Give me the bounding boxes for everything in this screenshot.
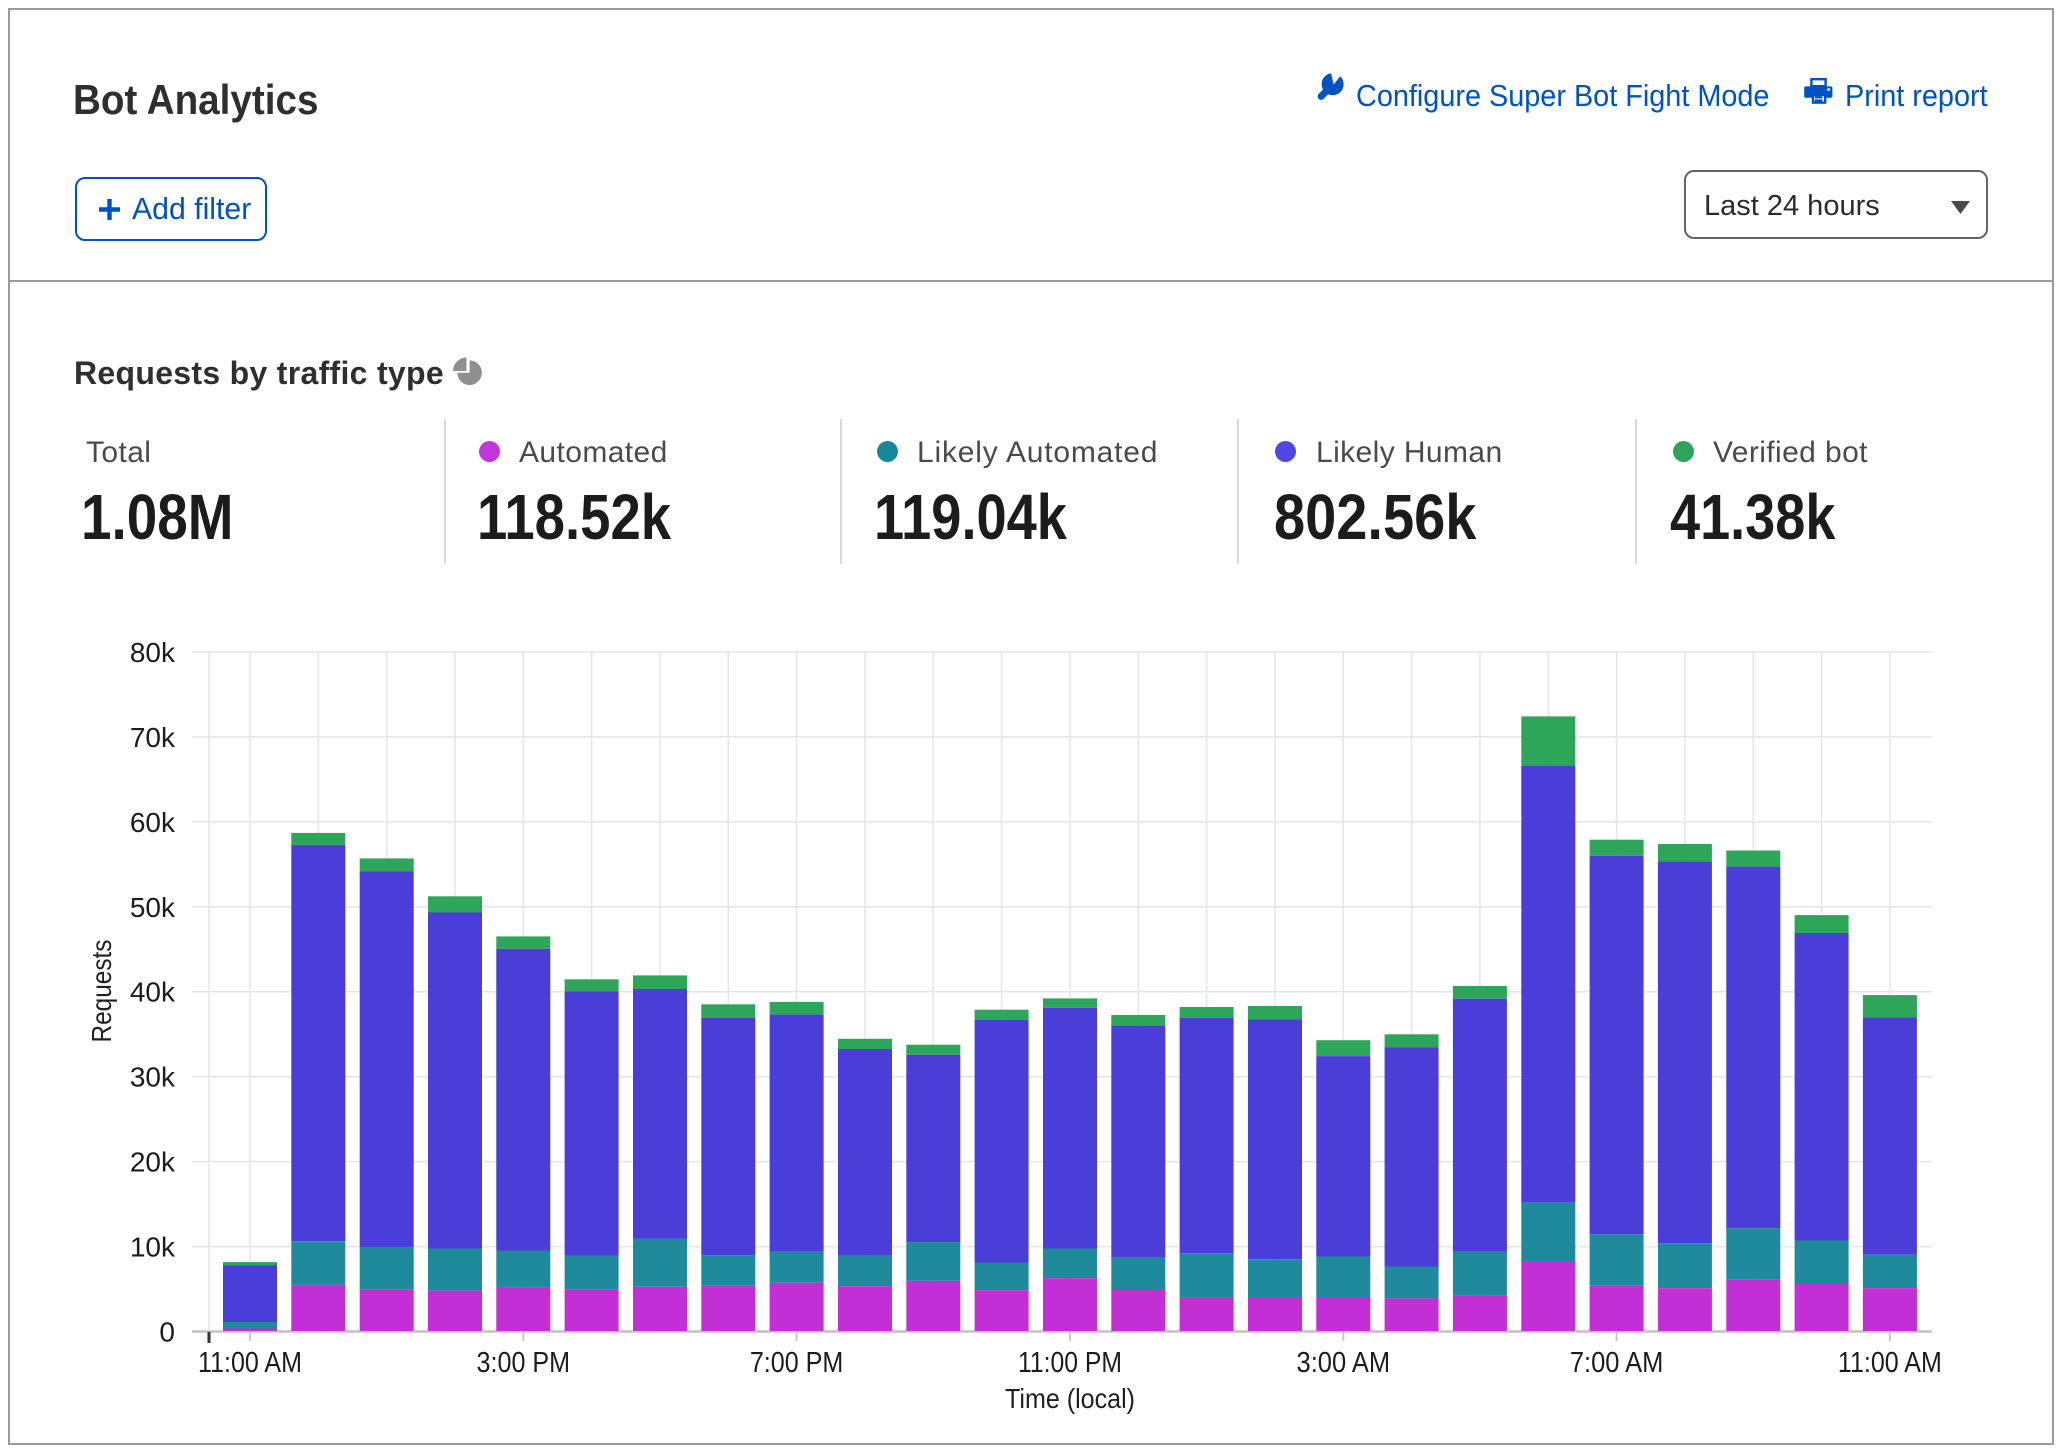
svg-text:0: 0	[159, 1317, 175, 1348]
svg-text:80k: 80k	[130, 637, 176, 668]
svg-text:30k: 30k	[130, 1062, 176, 1093]
svg-text:50k: 50k	[130, 892, 176, 923]
svg-text:60k: 60k	[130, 807, 176, 838]
svg-text:Requests: Requests	[86, 940, 117, 1043]
svg-text:11:00 PM: 11:00 PM	[1018, 1347, 1122, 1379]
svg-text:70k: 70k	[130, 722, 176, 753]
svg-text:10k: 10k	[130, 1232, 176, 1263]
svg-text:7:00 AM: 7:00 AM	[1570, 1347, 1664, 1379]
svg-text:3:00 PM: 3:00 PM	[477, 1347, 571, 1379]
svg-text:7:00 PM: 7:00 PM	[750, 1347, 844, 1379]
svg-text:Time (local): Time (local)	[1005, 1383, 1135, 1414]
svg-text:11:00 AM: 11:00 AM	[1838, 1347, 1942, 1379]
svg-text:20k: 20k	[130, 1147, 176, 1178]
svg-text:3:00 AM: 3:00 AM	[1297, 1347, 1391, 1379]
svg-text:40k: 40k	[130, 977, 176, 1008]
svg-text:11:00 AM: 11:00 AM	[198, 1347, 302, 1379]
